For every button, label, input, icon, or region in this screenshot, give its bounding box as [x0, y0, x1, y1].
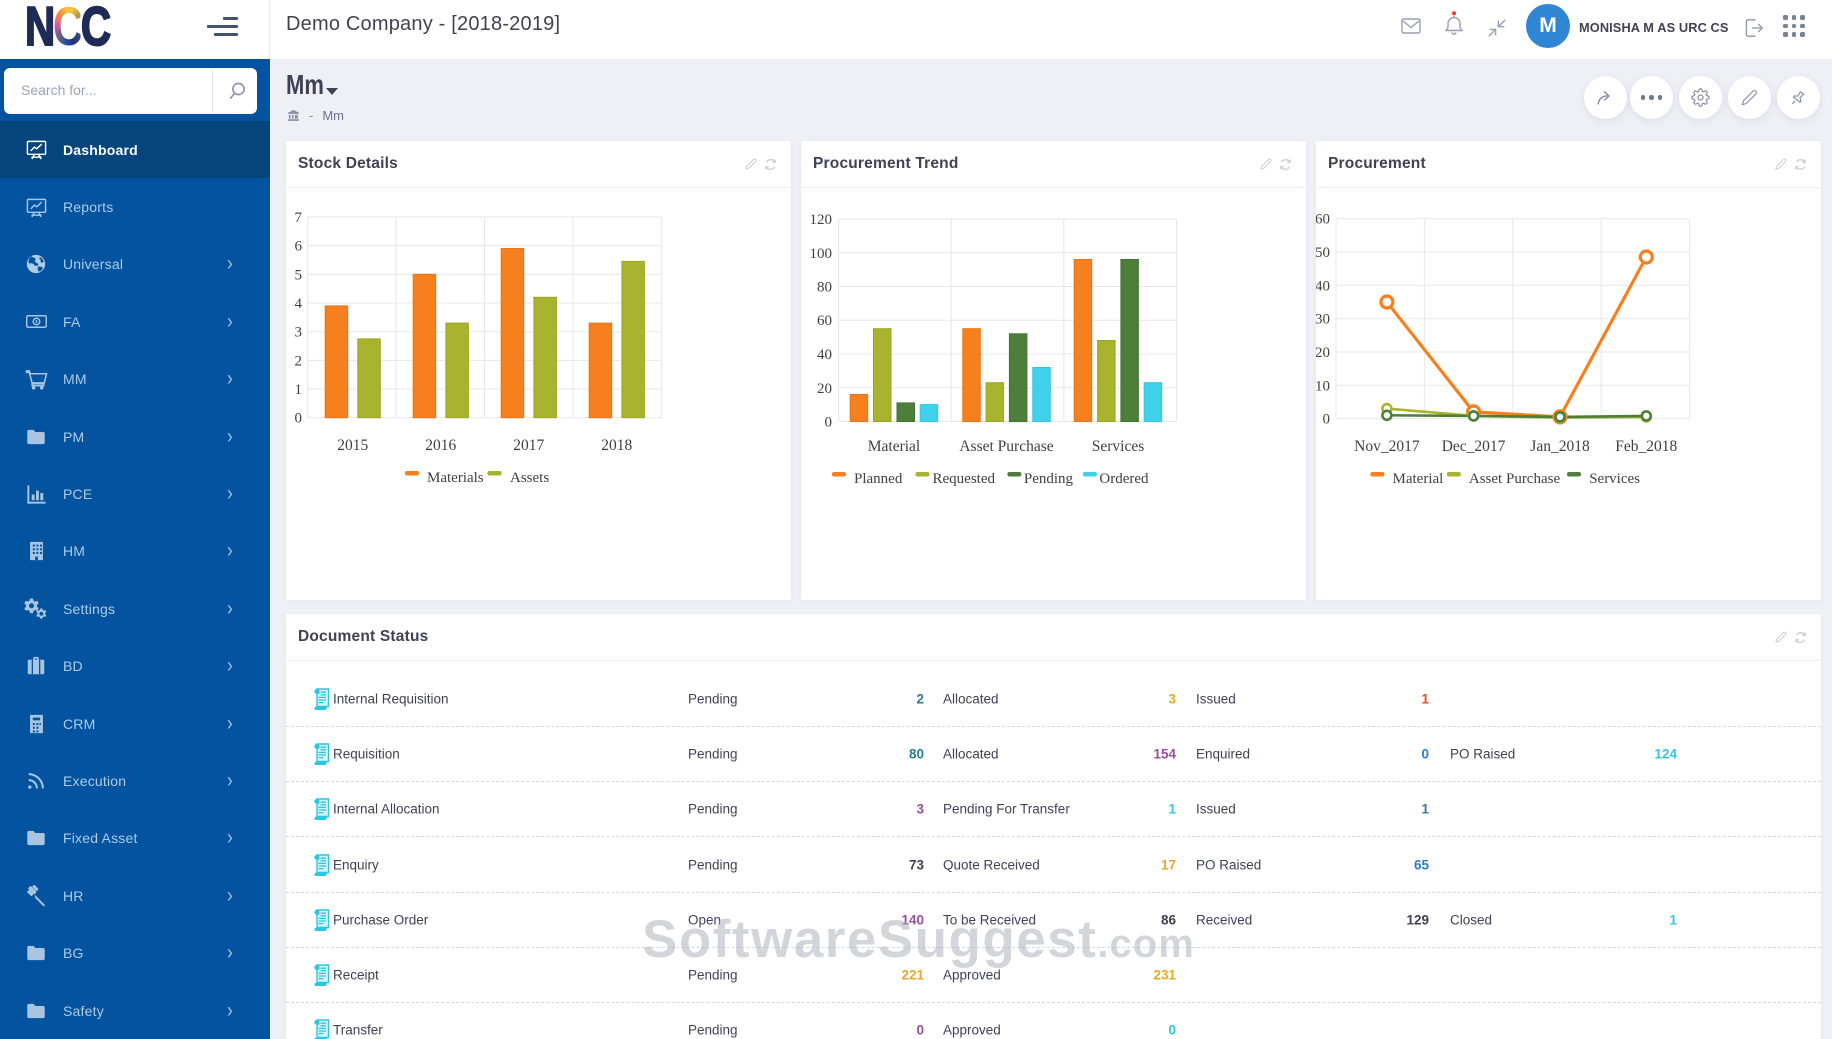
svg-text:0: 0 — [825, 415, 833, 431]
svg-text:Materials: Materials — [427, 470, 484, 486]
svg-text:120: 120 — [810, 212, 833, 228]
svg-text:Services: Services — [1589, 471, 1640, 487]
svg-text:1: 1 — [295, 382, 303, 398]
svg-text:10: 10 — [1316, 378, 1330, 394]
svg-text:40: 40 — [817, 347, 832, 363]
svg-text:0: 0 — [295, 411, 303, 427]
svg-text:Nov_2017: Nov_2017 — [1354, 438, 1420, 455]
svg-text:20: 20 — [1316, 345, 1330, 361]
svg-text:2: 2 — [295, 353, 303, 369]
svg-text:100: 100 — [810, 246, 833, 262]
svg-text:Planned: Planned — [854, 471, 903, 487]
svg-text:Assets: Assets — [510, 470, 549, 486]
svg-text:7: 7 — [295, 210, 303, 226]
svg-text:2015: 2015 — [337, 437, 368, 454]
svg-text:Material: Material — [868, 438, 921, 455]
svg-text:60: 60 — [1316, 212, 1330, 228]
svg-text:60: 60 — [817, 313, 832, 329]
svg-text:Jan_2018: Jan_2018 — [1530, 438, 1590, 455]
svg-text:3: 3 — [295, 325, 303, 341]
svg-text:Asset Purchase: Asset Purchase — [1469, 471, 1561, 487]
svg-text:80: 80 — [817, 280, 832, 296]
svg-text:Material: Material — [1393, 471, 1444, 487]
svg-text:2017: 2017 — [513, 437, 544, 454]
svg-text:6: 6 — [295, 239, 303, 255]
svg-text:Services: Services — [1092, 438, 1145, 455]
svg-text:Asset Purchase: Asset Purchase — [959, 438, 1053, 455]
svg-text:Pending: Pending — [1024, 471, 1074, 487]
svg-text:Feb_2018: Feb_2018 — [1615, 438, 1677, 455]
svg-text:0: 0 — [1323, 412, 1331, 428]
svg-text:4: 4 — [295, 296, 303, 312]
svg-text:Requested: Requested — [933, 471, 996, 487]
svg-text:5: 5 — [295, 267, 303, 283]
svg-text:50: 50 — [1316, 245, 1330, 261]
svg-text:30: 30 — [1316, 312, 1330, 328]
svg-text:Dec_2017: Dec_2017 — [1442, 438, 1506, 455]
svg-text:Ordered: Ordered — [1099, 471, 1149, 487]
svg-text:2016: 2016 — [425, 437, 456, 454]
svg-text:40: 40 — [1316, 278, 1330, 294]
svg-text:2018: 2018 — [601, 437, 632, 454]
svg-text:20: 20 — [817, 381, 832, 397]
